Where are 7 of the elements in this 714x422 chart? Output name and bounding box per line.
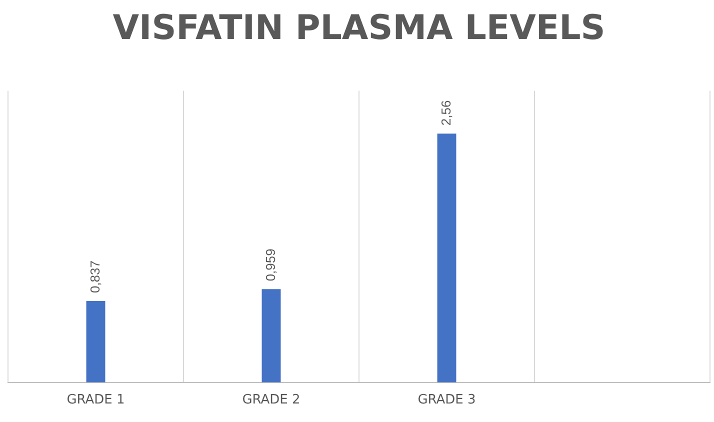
data-label: 0,837 <box>87 260 102 294</box>
data-label: 2,56 <box>438 100 454 126</box>
x-tick-label: GRADE 3 <box>418 392 476 408</box>
data-label: 0,959 <box>262 248 278 282</box>
x-tick-label: GRADE 1 <box>66 392 125 408</box>
chart-title: VISFATIN PLASMA LEVELS <box>112 8 606 48</box>
x-tick-label: GRADE 2 <box>242 392 300 408</box>
